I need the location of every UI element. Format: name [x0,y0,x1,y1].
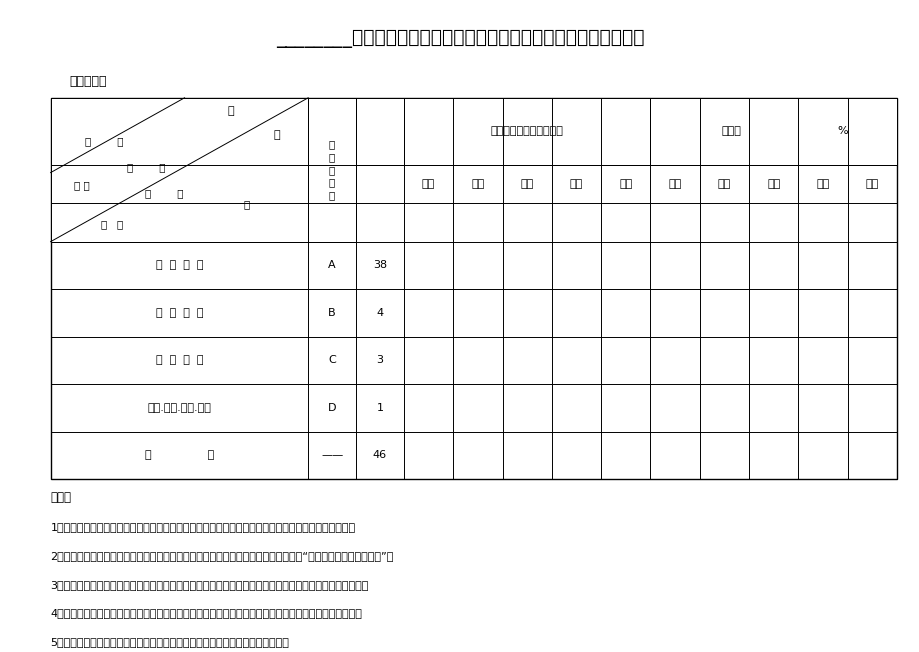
Text: 一班: 一班 [668,179,681,189]
Bar [650,98,896,165]
Text: 3: 3 [376,355,383,365]
Text: 情        况: 情 况 [144,188,183,198]
Text: 种植.饲养.采集.制作: 种植.饲养.采集.制作 [147,403,211,413]
Text: B: B [328,308,335,318]
Bar [356,98,403,165]
Text: 要   求: 要 求 [101,220,123,230]
Text: 4、教师可根据教学需要，自行设计演示或分组实验，补充的实践活动应后续填写在登记表的空白表格中。: 4、教师可根据教学需要，自行设计演示或分组实验，补充的实践活动应后续填写在登记表… [51,608,362,618]
Text: 三班: 三班 [520,179,533,189]
Text: 四班: 四班 [815,179,829,189]
Text: 项: 项 [227,106,234,116]
Text: 分  组  实  验: 分 组 实 验 [155,260,203,271]
Text: 四班: 四班 [569,179,583,189]
Text: 5、本表一式两份，盖上学校公章后，一份留底，一份于学期末上交教科研中心。: 5、本表一式两份，盖上学校公章后，一份留底，一份于学期末上交教科研中心。 [51,637,289,647]
Text: 目: 目 [274,130,280,140]
Text: 数: 数 [243,200,249,209]
Text: C: C [328,355,335,365]
Text: 学        生: 学 生 [127,162,165,172]
Text: 一班: 一班 [422,179,435,189]
Text: %: % [836,126,847,136]
Text: 4: 4 [376,308,383,318]
Text: 小计: 小计 [618,179,631,189]
Text: 1、此表作为小学科学教师备课以及统计汇总用。超过四个班的年级请按此规律自行设计表格统计汇总。: 1、此表作为小学科学教师备课以及统计汇总用。超过四个班的年级请按此规律自行设计表… [51,522,356,532]
Bar [51,98,308,242]
Text: 二班: 二班 [471,179,484,189]
Text: 1: 1 [376,403,383,413]
Text: 开出率: 开出率 [721,126,741,136]
Text: 任课教师：: 任课教师： [69,75,107,88]
Bar [356,98,403,165]
Text: 38: 38 [372,260,387,271]
Text: A: A [328,260,335,271]
Bar [51,98,308,242]
Bar [51,98,896,479]
Text: 3、表中「实际开出数」栏应根据实际情况填写。其中种植、饲养根据条件可以学校、班级、科技小组进行。: 3、表中「实际开出数」栏应根据实际情况填写。其中种植、饲养根据条件可以学校、班级… [51,580,369,589]
Text: 三班: 三班 [766,179,779,189]
Text: 应
开
实
验
数: 应 开 实 验 数 [329,139,335,200]
Text: 实 验: 实 验 [74,181,89,190]
Text: 参  观  考  察: 参 观 考 察 [155,355,203,365]
Text: 演  示  实  验: 演 示 实 验 [155,308,203,318]
Text: D: D [327,403,336,413]
Bar [650,98,896,165]
Bar [308,98,356,242]
Text: 46: 46 [372,451,387,460]
Bar [308,98,356,242]
Bar [403,98,650,165]
Text: ——: —— [321,451,343,460]
Text: 平均: 平均 [865,179,878,189]
Text: 说明：: 说明： [51,491,72,504]
Text: ________小学（盖章）科学实验活动开出登记统计表（三年级上册）: ________小学（盖章）科学实验活动开出登记统计表（三年级上册） [276,29,643,48]
Text: 开        出: 开 出 [85,136,124,146]
Text: 二班: 二班 [717,179,731,189]
Text: 2、表中「要求」栏是根据科学课程标准、科学教材及教学实际确定。要求按教学进度“开全、开齐、开足、开好”。: 2、表中「要求」栏是根据科学课程标准、科学教材及教学实际确定。要求按教学进度“开… [51,551,393,561]
Bar [403,98,650,165]
Text: 实际开出实验数、分组数: 实际开出实验数、分组数 [490,126,563,136]
Text: 小                计: 小 计 [144,451,214,460]
